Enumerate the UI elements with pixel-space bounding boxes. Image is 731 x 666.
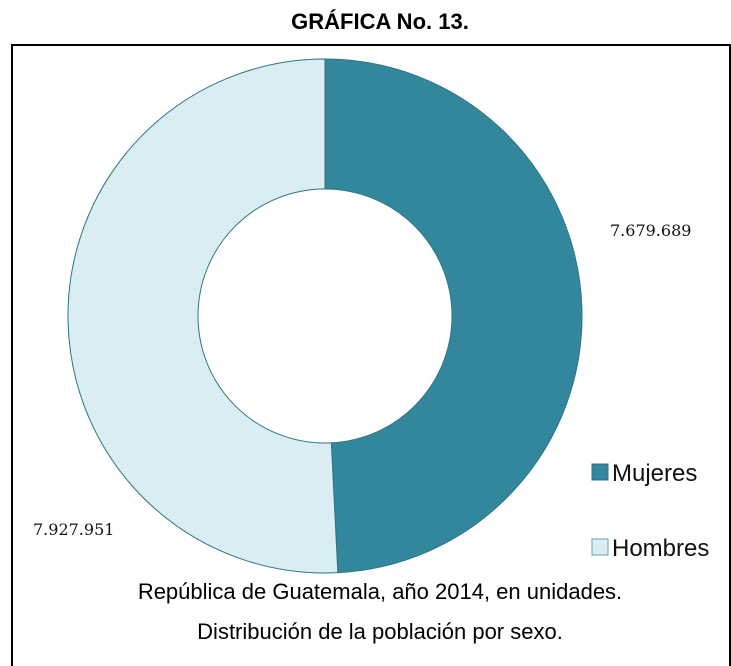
legend-label-hombres: Hombres (612, 535, 709, 562)
caption-line-1: República de Guatemala, año 2014, en uni… (137, 579, 623, 604)
legend: Mujeres Hombres (591, 460, 709, 562)
legend-swatch-hombres (591, 538, 609, 556)
donut-hole (197, 188, 453, 444)
caption-line-2: Distribución de la población por sexo. (197, 619, 563, 644)
legend-label-mujeres: Mujeres (612, 460, 697, 487)
donut-chart: 7.679.689 7.927.951 Mujeres Hombres (33, 58, 709, 574)
slice-mujeres (324, 58, 583, 574)
chart-frame (11, 44, 731, 666)
legend-swatch-mujeres (591, 463, 609, 481)
data-label-mujeres: 7.679.689 (610, 221, 691, 240)
data-label-hombres: 7.927.951 (33, 520, 114, 539)
figure-title: GRÁFICA No. 13. (291, 9, 469, 34)
